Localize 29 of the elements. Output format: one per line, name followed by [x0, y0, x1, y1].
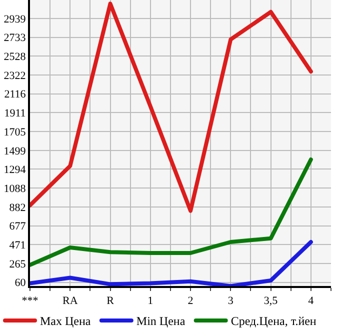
- line-series: [30, 158, 313, 267]
- y-tick-label: 1911: [4, 108, 26, 120]
- x-tick-label: R: [106, 295, 115, 308]
- y-tick-label: 2116: [4, 88, 26, 101]
- x-tick-label: 3: [228, 295, 234, 308]
- x-tick-label: ***: [22, 295, 38, 308]
- y-tick-label: 265: [9, 258, 26, 270]
- legend-label: Сред.Цена, т.йен: [230, 314, 317, 328]
- y-tick-label: 2939: [4, 13, 26, 26]
- y-tick-label: 2733: [4, 32, 26, 44]
- y-tick-label: 1294: [4, 164, 26, 176]
- line-series: [30, 240, 313, 286]
- y-tick-label: 2528: [4, 50, 26, 63]
- y-tick-label: 882: [9, 202, 26, 214]
- y-tick-label: 471: [9, 240, 26, 252]
- y-tick-label: 60: [14, 277, 26, 290]
- y-tick-label: 1705: [4, 126, 26, 138]
- y-tick-label: 677: [9, 220, 26, 233]
- y-tick-label: 2322: [4, 70, 26, 82]
- x-tick-label: RA: [62, 295, 78, 308]
- x-tick-label: 1: [148, 295, 154, 308]
- legend-label: Max Цена: [40, 314, 92, 328]
- x-tick-label: 4: [308, 295, 314, 308]
- line-series: [30, 2, 313, 213]
- legend-label: Min Цена: [136, 314, 186, 328]
- y-tick-label: 1088: [4, 182, 26, 195]
- x-tick-label: 2: [188, 295, 194, 308]
- x-tick-label: 3,5: [264, 295, 278, 308]
- y-tick-label: 1499: [4, 145, 26, 158]
